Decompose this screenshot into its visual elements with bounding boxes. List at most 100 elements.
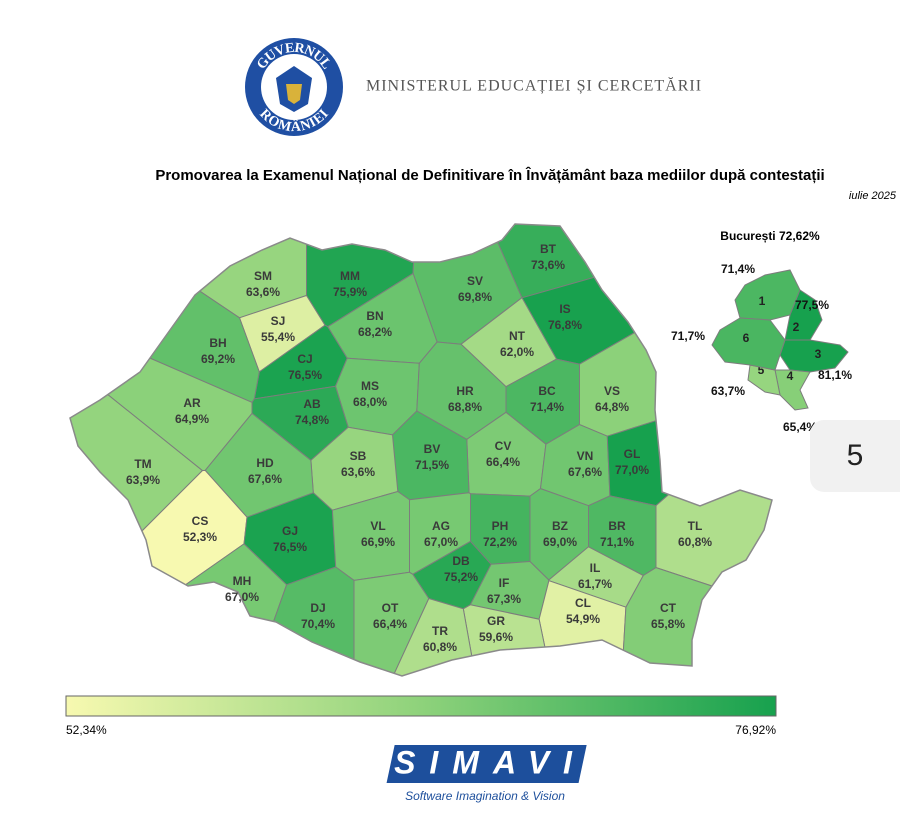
county-code: CL: [575, 596, 591, 610]
page-number: 5: [847, 439, 864, 472]
county-value: 75,2%: [444, 570, 478, 584]
sector: [779, 339, 849, 373]
county-code: SV: [467, 274, 483, 288]
county-code: MH: [233, 574, 252, 588]
county-code: GL: [624, 447, 641, 461]
county-value: 62,0%: [500, 345, 534, 359]
county-value: 63,6%: [246, 285, 280, 299]
legend-min: 52,34%: [66, 723, 107, 737]
sector-value: 65,4%: [783, 420, 817, 434]
county-value: 59,6%: [479, 630, 513, 644]
sector-number: 2: [793, 320, 800, 334]
sector-number: 3: [815, 347, 822, 361]
county-value: 67,6%: [248, 472, 282, 486]
county-code: NT: [509, 329, 526, 343]
county-value: 73,6%: [531, 258, 565, 272]
county-value: 68,8%: [448, 400, 482, 414]
page-tab: [810, 420, 900, 492]
county-code: AR: [183, 396, 201, 410]
logo-text: SIMAVI: [394, 744, 586, 780]
county-code: TR: [432, 624, 448, 638]
county-code: AB: [303, 397, 321, 411]
county-code: IF: [499, 576, 510, 590]
county-value: 74,8%: [295, 413, 329, 427]
county-code: DB: [452, 554, 470, 568]
bucharest-title: București 72,62%: [720, 229, 820, 243]
county-code: TM: [134, 457, 151, 471]
county-value: 76,5%: [273, 540, 307, 554]
sector-number: 6: [743, 331, 750, 345]
county-code: MM: [340, 269, 360, 283]
county-value: 66,4%: [373, 617, 407, 631]
county: [655, 315, 772, 649]
county: [372, 597, 484, 676]
county-code: AG: [432, 519, 450, 533]
sector-number: 5: [758, 363, 765, 377]
county-code: SJ: [271, 314, 286, 328]
sector-value: 81,1%: [818, 368, 852, 382]
county-code: VL: [370, 519, 385, 533]
county-value: 67,0%: [225, 590, 259, 604]
county-value: 60,8%: [423, 640, 457, 654]
sector-value: 77,5%: [795, 298, 829, 312]
county-value: 67,0%: [424, 535, 458, 549]
county-code: DJ: [310, 601, 325, 615]
county-code: CV: [495, 439, 512, 453]
county-code: HD: [256, 456, 274, 470]
county-value: 54,9%: [566, 612, 600, 626]
county-code: SB: [350, 449, 367, 463]
county-code: BZ: [552, 519, 568, 533]
county: [478, 224, 772, 299]
county-code: VS: [604, 384, 620, 398]
sector: [734, 269, 801, 321]
legend-max: 76,92%: [735, 723, 776, 737]
county-value: 64,9%: [175, 412, 209, 426]
sector-number: 4: [787, 369, 794, 383]
county-code: SM: [254, 269, 272, 283]
sector-value: 71,7%: [671, 329, 705, 343]
county-code: IL: [590, 561, 601, 575]
legend-bar: [65, 695, 777, 717]
county-code: MS: [361, 379, 379, 393]
date: iulie 2025: [849, 190, 897, 202]
sector: [774, 369, 811, 411]
county-value: 70,4%: [301, 617, 335, 631]
county-code: TL: [688, 519, 703, 533]
sector-value: 71,4%: [721, 262, 755, 276]
tagline: Software Imagination & Vision: [405, 789, 565, 803]
county-value: 69,8%: [458, 290, 492, 304]
county-code: IS: [559, 302, 570, 316]
county-code: BV: [424, 442, 441, 456]
county: [70, 543, 288, 676]
county-value: 65,8%: [651, 617, 685, 631]
county-code: HR: [456, 384, 474, 398]
county-code: BT: [540, 242, 557, 256]
county-code: CJ: [297, 352, 312, 366]
county-value: 68,0%: [353, 395, 387, 409]
county-code: BH: [209, 336, 226, 350]
county-value: 67,6%: [568, 465, 602, 479]
county-value: 61,7%: [578, 577, 612, 591]
county-value: 76,5%: [288, 368, 322, 382]
sector-value: 63,7%: [711, 384, 745, 398]
county-code: GR: [487, 614, 505, 628]
title: Promovarea la Examenul Național de Defin…: [155, 166, 824, 184]
county-code: VN: [577, 449, 594, 463]
county-value: 69,0%: [543, 535, 577, 549]
country-outline: [69, 223, 773, 677]
ministry-name: MINISTERUL EDUCAȚIEI ȘI CERCETĂRII: [366, 76, 702, 95]
county-value: 72,2%: [483, 535, 517, 549]
county-code: BR: [608, 519, 626, 533]
county-value: 63,9%: [126, 473, 160, 487]
simavi-logo: SIMAVI Software Imagination & Vision: [386, 744, 587, 803]
county-value: 75,9%: [333, 285, 367, 299]
county-value: 71,1%: [600, 535, 634, 549]
county-code: OT: [382, 601, 399, 615]
county-value: 71,4%: [530, 400, 564, 414]
county-value: 55,4%: [261, 330, 295, 344]
county: [70, 224, 307, 319]
county-code: PH: [492, 519, 509, 533]
county-value: 68,2%: [358, 325, 392, 339]
